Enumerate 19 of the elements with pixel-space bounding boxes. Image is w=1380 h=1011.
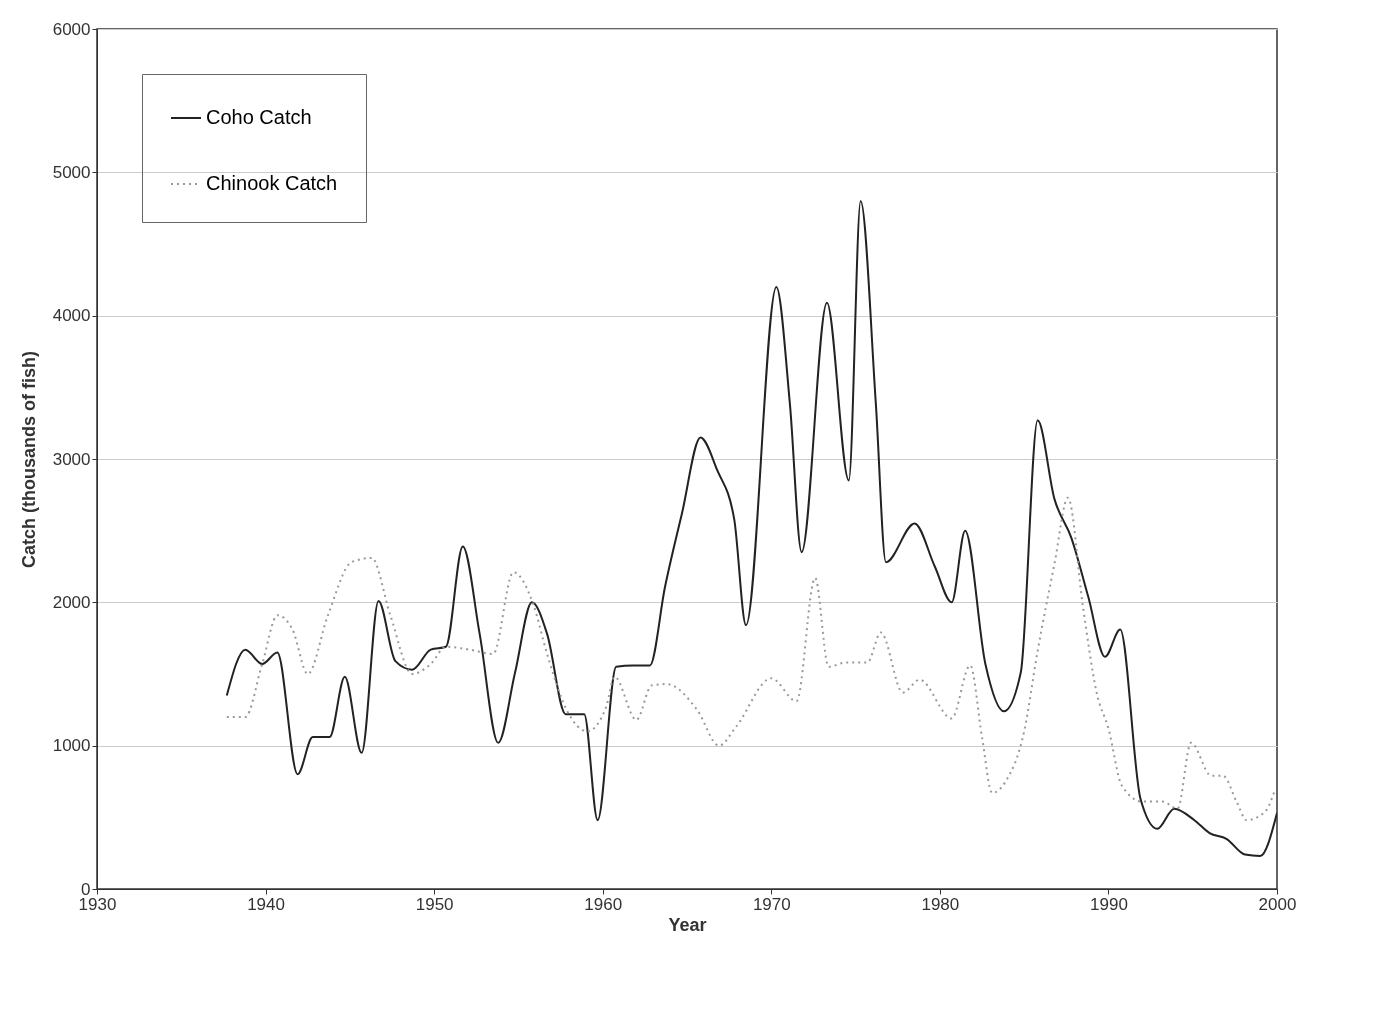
x-axis-title: Year (668, 914, 707, 935)
x-tick-label: 2000 (1258, 894, 1297, 914)
legend-label: Coho Catch (206, 106, 312, 128)
x-tick-label: 1980 (921, 894, 960, 914)
line-series (225, 200, 1277, 858)
legend-label: Chinook Catch (206, 172, 338, 194)
y-tick-label: 1000 (52, 736, 91, 756)
x-tick-label: 1940 (247, 894, 285, 914)
y-tick-label: 2000 (52, 592, 91, 612)
y-axis-title: Catch (thousands of fish) (18, 351, 39, 568)
x-tick-label: 1990 (1090, 894, 1128, 914)
line-series (225, 496, 1277, 822)
y-tick-label: 3000 (52, 449, 91, 469)
x-tick-label: 1960 (584, 894, 623, 914)
y-tick-label: 4000 (52, 306, 91, 326)
y-tick-label: 5000 (52, 162, 91, 182)
x-tick-label: 1970 (752, 894, 791, 914)
y-tick-label: 6000 (52, 19, 91, 39)
x-tick-label: 1950 (415, 894, 454, 914)
